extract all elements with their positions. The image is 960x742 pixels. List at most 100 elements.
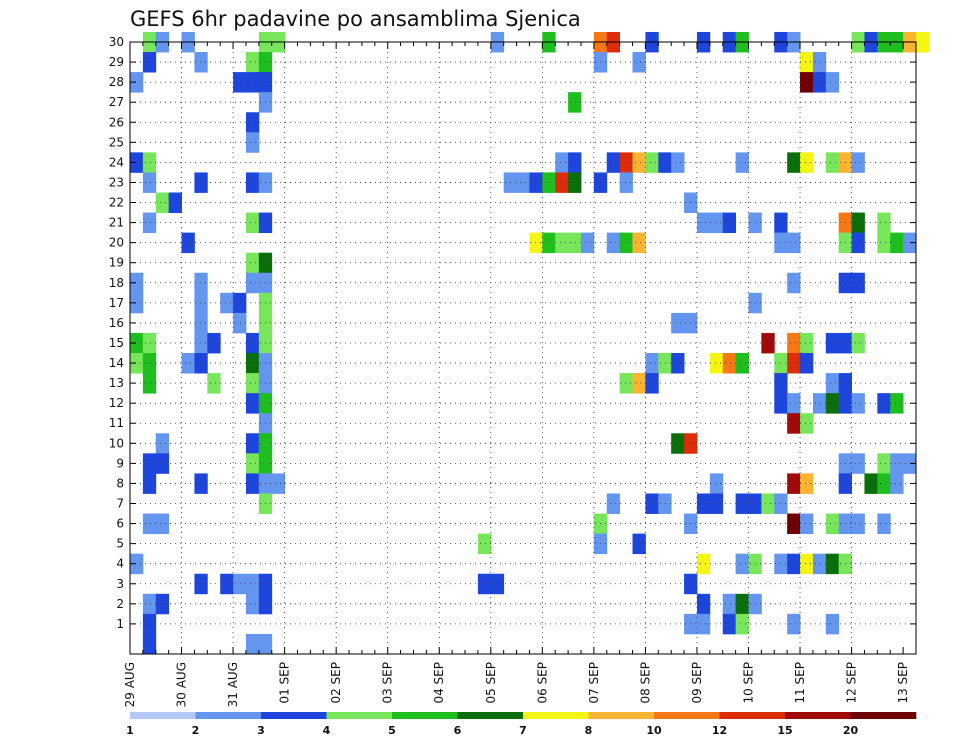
heatmap-cell [722, 212, 737, 234]
y-tick-label: 2 [116, 597, 124, 611]
heatmap-cell [825, 332, 840, 354]
x-tick-label: 01 SEP [278, 662, 292, 704]
heatmap-cell [155, 513, 170, 535]
y-tick-label: 11 [109, 416, 124, 430]
x-tick-label: 09 SEP [690, 662, 704, 704]
legend-label: 4 [323, 724, 331, 737]
heatmap-cell [671, 152, 685, 173]
heatmap-cell [800, 353, 814, 374]
heatmap-cell [529, 172, 543, 193]
heatmap-cell [709, 353, 724, 374]
legend-swatch [130, 712, 196, 719]
heatmap-cell [658, 353, 672, 374]
heatmap-cell [645, 493, 659, 514]
legend-swatch [523, 712, 589, 719]
heatmap-cell [800, 513, 814, 535]
heatmap-cell [787, 553, 801, 575]
heatmap-cell [194, 332, 208, 354]
heatmap-cell [877, 513, 891, 535]
legend-label: 3 [257, 724, 265, 737]
heatmap-cell [130, 272, 144, 294]
heatmap-cell [271, 473, 286, 494]
x-tick-label: 05 SEP [484, 662, 498, 704]
heatmap-cell [851, 212, 865, 234]
heatmap-cell [245, 353, 260, 374]
legend-label: 20 [843, 724, 859, 737]
heatmap-cell [130, 553, 144, 575]
heatmap-cell [529, 232, 543, 254]
heatmap-cell [155, 593, 170, 615]
heatmap-cell [632, 373, 646, 394]
y-tick-label: 15 [109, 336, 124, 350]
heatmap-cell [220, 292, 234, 314]
y-tick-label: 20 [109, 236, 124, 250]
legend-label: 10 [646, 724, 662, 737]
legend-swatch [326, 712, 393, 719]
heatmap-cell [606, 152, 621, 173]
heatmap-cell [890, 232, 904, 254]
heatmap-cell [787, 613, 801, 635]
heatmap-cell [516, 172, 530, 193]
heatmap-cell [245, 212, 260, 234]
y-tick-label: 3 [116, 577, 124, 591]
heatmap-cell [233, 292, 247, 314]
heatmap-cell [632, 533, 646, 555]
legend-swatch [850, 712, 917, 719]
heatmap-cell [658, 493, 672, 514]
heatmap-cell [735, 493, 749, 514]
x-tick-label: 03 SEP [381, 662, 395, 704]
heatmap-cell [142, 332, 157, 354]
heatmap-cell [245, 373, 260, 394]
legend-label: 7 [519, 724, 527, 737]
heatmap-cell [245, 633, 260, 655]
axes: 1234567891011121314151617181920212223242… [109, 35, 917, 707]
legend-swatch [785, 712, 851, 719]
legend-swatch [588, 712, 655, 719]
heatmap-cell [194, 272, 208, 294]
heatmap-cell [903, 453, 917, 474]
chart-title: GEFS 6hr padavine po ansamblima Sjenica [130, 7, 581, 31]
heatmap-cell [800, 553, 814, 575]
heatmap-cell [658, 152, 672, 173]
heatmap-cell [800, 413, 814, 434]
heatmap-cell [194, 52, 208, 73]
heatmap-cell [825, 613, 840, 635]
legend-swatch [654, 712, 720, 719]
heatmap-cell [142, 613, 157, 635]
y-tick-label: 14 [109, 356, 124, 370]
heatmap-cell [142, 373, 157, 394]
heatmap-cell [245, 453, 260, 474]
legend-swatch [392, 712, 458, 719]
heatmap-cell [787, 513, 801, 535]
heatmap-cell [877, 393, 891, 414]
heatmap-cell [542, 232, 556, 254]
y-tick-label: 23 [109, 175, 124, 189]
heatmap-cell [800, 152, 814, 173]
legend-swatch [719, 712, 786, 719]
heatmap-cell [787, 232, 801, 254]
heatmap-cell [245, 593, 260, 615]
y-tick-label: 13 [109, 376, 124, 390]
y-tick-label: 6 [116, 517, 124, 531]
y-tick-label: 19 [109, 256, 124, 270]
heatmap-cell [851, 272, 865, 294]
y-tick-label: 30 [109, 35, 124, 49]
heatmap-cell [787, 332, 801, 354]
heatmap-cell [800, 473, 814, 494]
heatmap-cell [130, 292, 144, 314]
x-tick-label: 02 SEP [329, 662, 343, 704]
heatmap-cell [877, 232, 891, 254]
y-tick-label: 17 [109, 296, 124, 310]
heatmap-cell [142, 172, 157, 193]
heatmap-cell [722, 613, 737, 635]
heatmap-cell [233, 312, 247, 334]
heatmap-cell [812, 72, 827, 93]
y-tick-label: 27 [109, 95, 124, 109]
heatmap-cell [142, 633, 157, 655]
heatmap-cell [645, 373, 659, 394]
heatmap-cell [722, 593, 737, 615]
heatmap-cell [825, 513, 840, 535]
y-tick-label: 8 [116, 476, 124, 490]
y-tick-label: 16 [109, 316, 124, 330]
